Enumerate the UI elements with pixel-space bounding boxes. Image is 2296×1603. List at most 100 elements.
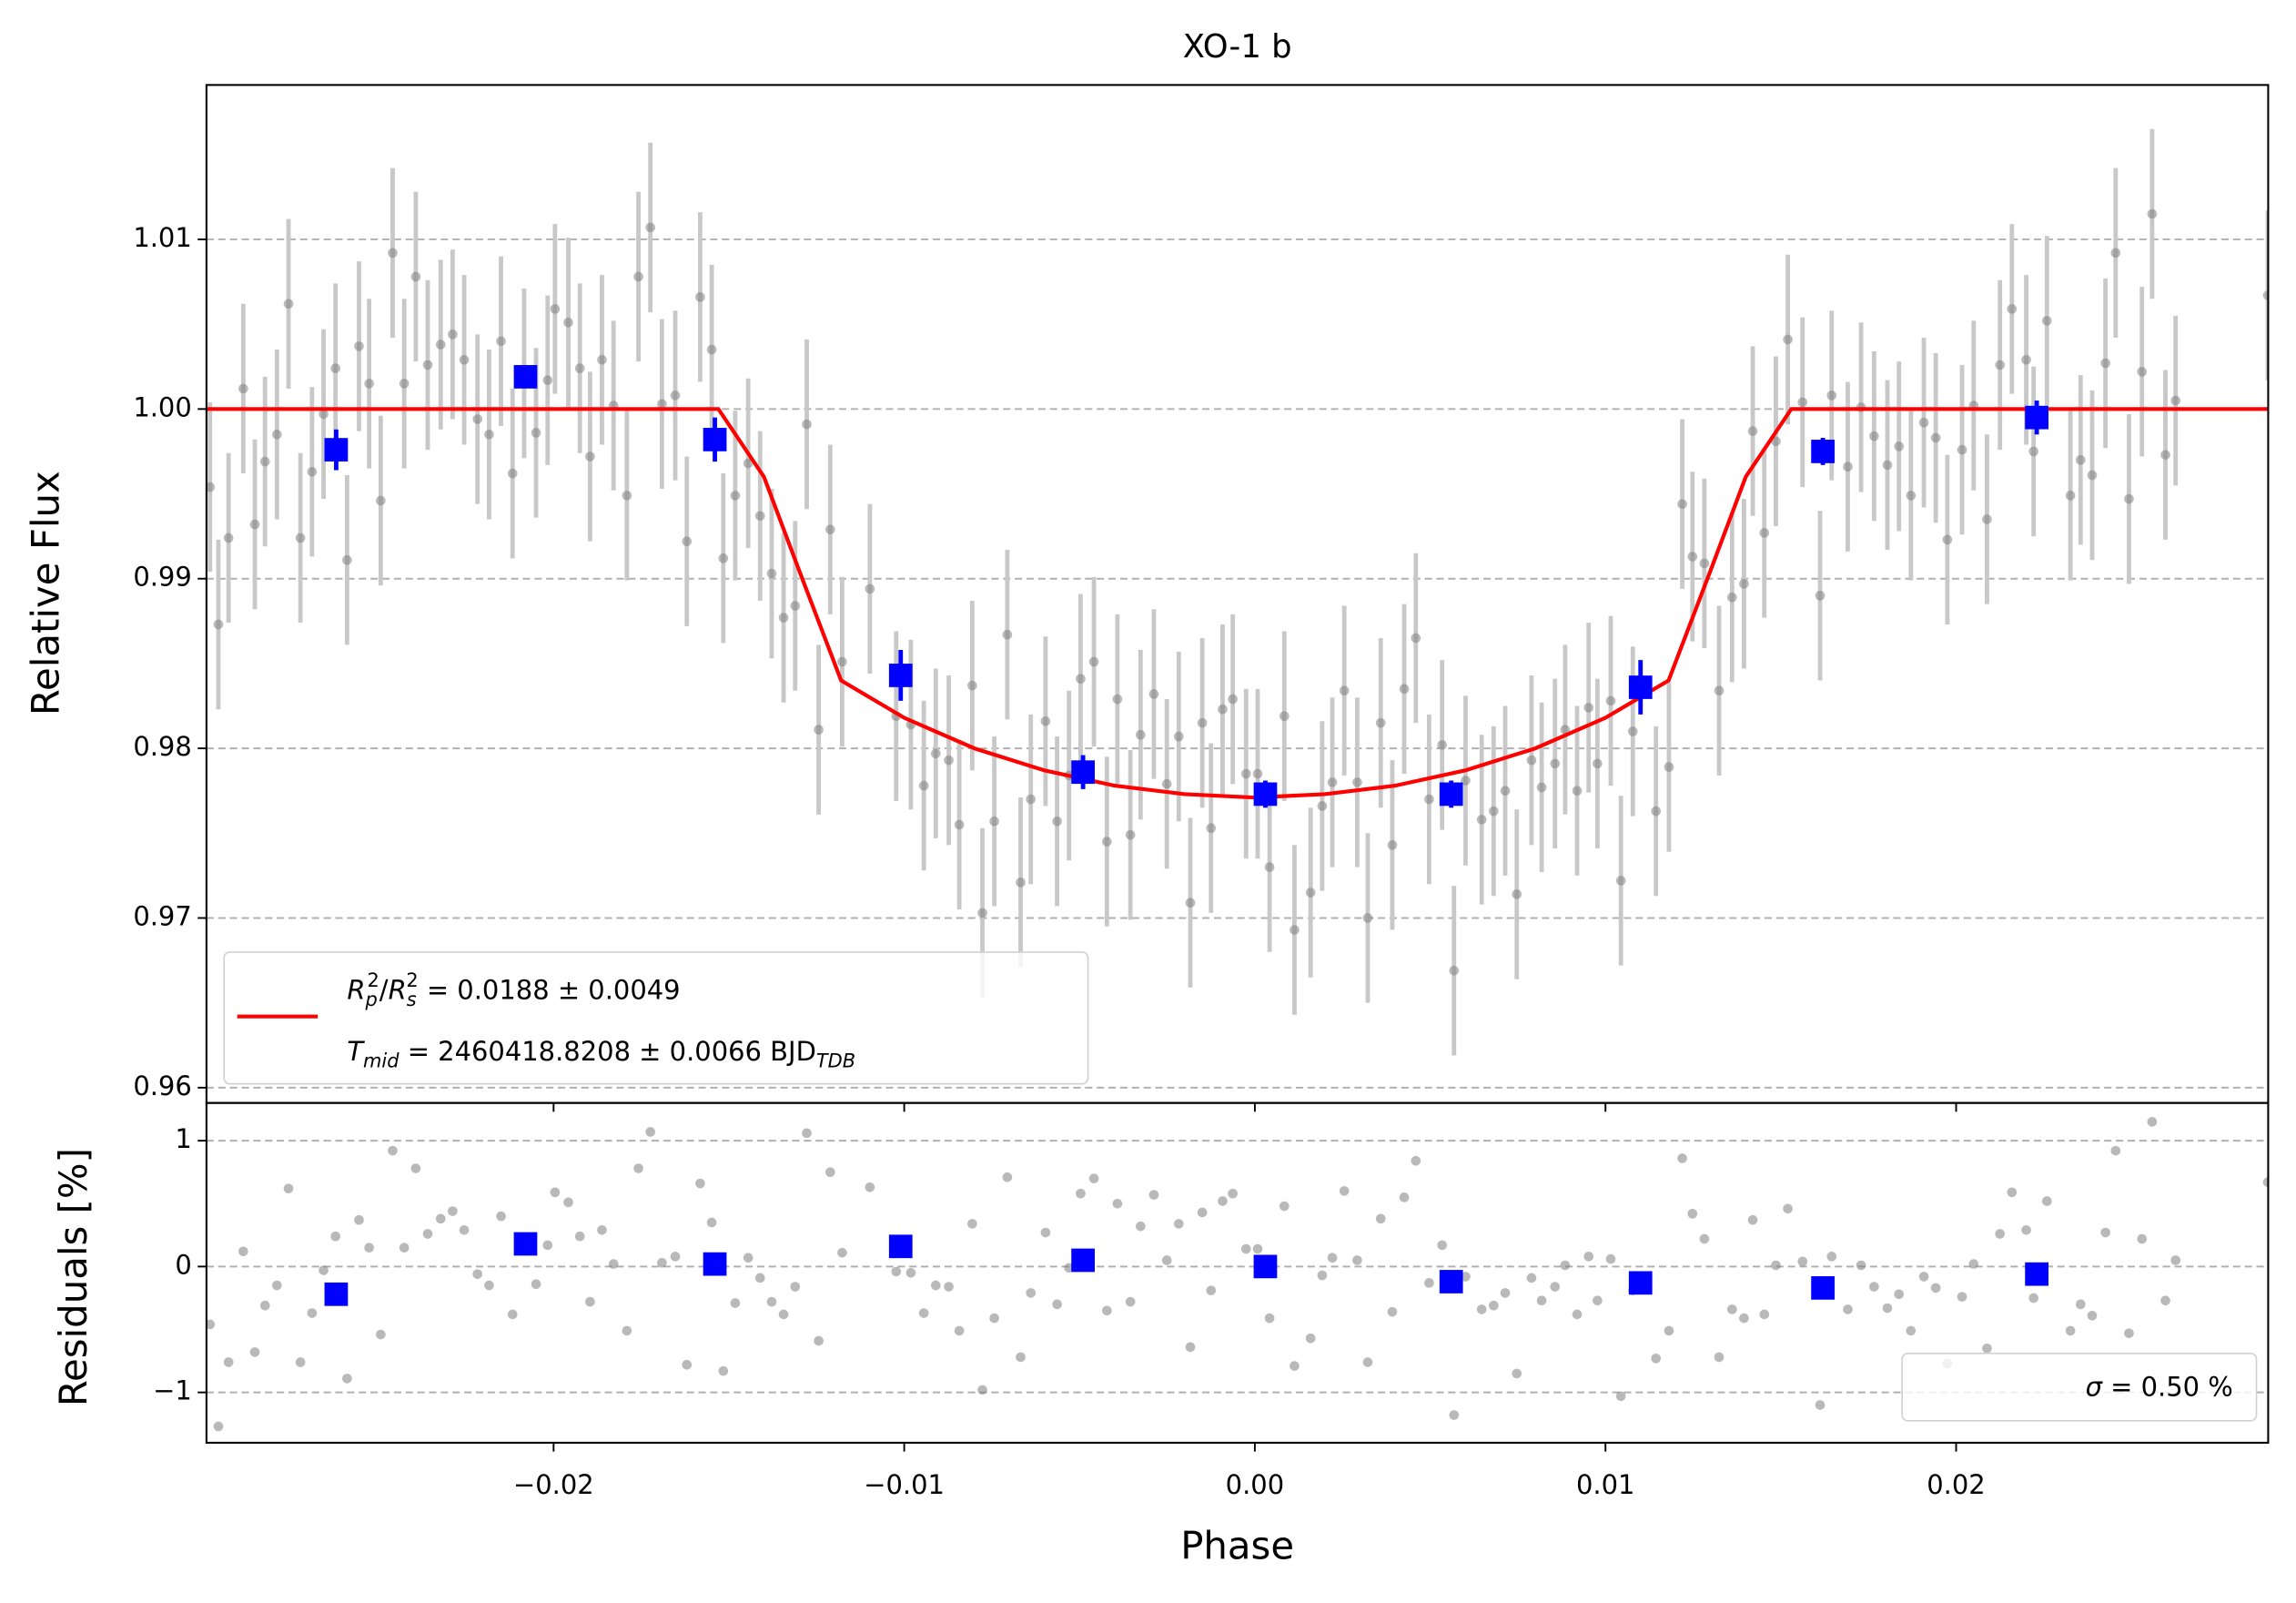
data-point — [435, 1213, 446, 1224]
data-point — [706, 344, 717, 355]
data-point — [670, 1252, 681, 1262]
data-point — [766, 568, 777, 579]
data-point — [989, 816, 999, 827]
data-point — [814, 725, 824, 735]
data-point — [1982, 514, 1992, 524]
legend-text-part: mid — [363, 1050, 400, 1072]
data-point — [1930, 432, 1941, 443]
data-point — [295, 1357, 306, 1367]
data-point — [1882, 1303, 1893, 1314]
binned-point — [324, 1282, 349, 1306]
data-point — [1076, 674, 1086, 684]
data-point — [472, 1269, 483, 1279]
data-point — [1387, 840, 1398, 850]
data-point — [238, 383, 248, 394]
data-point — [2147, 1117, 2158, 1127]
data-point — [448, 330, 458, 340]
binned-point — [513, 1232, 538, 1256]
data-point — [1759, 528, 1770, 538]
binned-point — [1811, 440, 1835, 463]
data-point — [531, 1279, 541, 1290]
data-point — [2124, 1328, 2134, 1338]
data-point — [1040, 1227, 1051, 1238]
data-point — [1424, 1278, 1434, 1288]
data-point — [670, 391, 681, 401]
data-point — [1088, 656, 1099, 667]
data-point — [682, 536, 693, 547]
binned-point — [703, 1252, 727, 1276]
y-axis-label: Residuals [%] — [51, 1148, 96, 1406]
data-point — [354, 341, 364, 351]
data-point — [743, 1253, 754, 1263]
data-point — [1615, 1391, 1626, 1402]
data-point — [930, 748, 941, 759]
x-tick-label: −0.02 — [513, 1469, 594, 1500]
data-point — [633, 1163, 643, 1173]
data-point — [2100, 1227, 2110, 1238]
data-point — [1894, 441, 1905, 451]
data-point — [1615, 876, 1626, 886]
data-point — [2021, 1224, 2031, 1235]
data-point — [206, 482, 216, 492]
data-point — [1185, 898, 1196, 908]
legend-text-part: R — [347, 974, 365, 1005]
binned-point — [324, 438, 349, 462]
data-point — [259, 1300, 270, 1311]
data-point — [1290, 925, 1300, 935]
data-point — [622, 491, 632, 501]
data-point — [354, 1214, 364, 1225]
data-point — [790, 601, 801, 611]
data-point — [1317, 1270, 1328, 1281]
data-point — [802, 419, 812, 430]
legend-text-part: σ — [2086, 1371, 2104, 1402]
data-point — [1699, 1233, 1710, 1244]
plot-area — [206, 128, 2269, 1056]
data-point — [2110, 248, 2121, 259]
binned-point — [888, 1234, 913, 1259]
data-point — [223, 533, 234, 543]
data-point — [2065, 491, 2076, 501]
data-point — [1747, 1214, 1758, 1225]
data-point — [1399, 684, 1410, 695]
data-point — [1550, 758, 1561, 769]
data-point — [695, 1178, 705, 1189]
data-point — [1327, 1253, 1338, 1263]
data-point — [1148, 1190, 1159, 1200]
data-point — [977, 908, 987, 918]
data-point — [944, 1282, 954, 1292]
data-point — [410, 1163, 421, 1173]
data-point — [2007, 304, 2018, 314]
axes-frame — [205, 1101, 2270, 1444]
binned-point — [513, 365, 538, 389]
binned-point — [1628, 675, 1653, 699]
data-point — [1052, 1299, 1062, 1310]
data-point — [1327, 777, 1338, 787]
data-point — [1512, 1368, 1522, 1379]
data-point — [1161, 1255, 1172, 1265]
data-point — [1739, 579, 1749, 589]
data-point — [1173, 731, 1184, 742]
data-point — [1526, 755, 1537, 766]
data-point — [1957, 1292, 1967, 1302]
data-point — [1076, 1188, 1086, 1199]
data-point — [1252, 768, 1263, 779]
data-point — [399, 1243, 410, 1253]
data-point — [1387, 1306, 1398, 1317]
data-point — [1500, 786, 1511, 796]
y-tick-label: −1 — [153, 1375, 192, 1406]
data-point — [597, 1224, 607, 1235]
data-point — [1651, 806, 1662, 817]
data-point — [1362, 913, 1373, 923]
data-point — [1550, 1282, 1561, 1292]
data-point — [754, 511, 765, 522]
data-point — [484, 1280, 494, 1291]
data-point — [2170, 1255, 2181, 1265]
data-point — [272, 429, 282, 440]
legend-label: Rp2/Rs2 = 0.0188 ± 0.0049 — [347, 969, 680, 1010]
data-point — [608, 1259, 619, 1269]
data-point — [718, 553, 729, 563]
legend-label: σ = 0.50 % — [2086, 1371, 2233, 1402]
data-point — [2262, 290, 2269, 300]
binned-point — [1439, 1270, 1463, 1294]
